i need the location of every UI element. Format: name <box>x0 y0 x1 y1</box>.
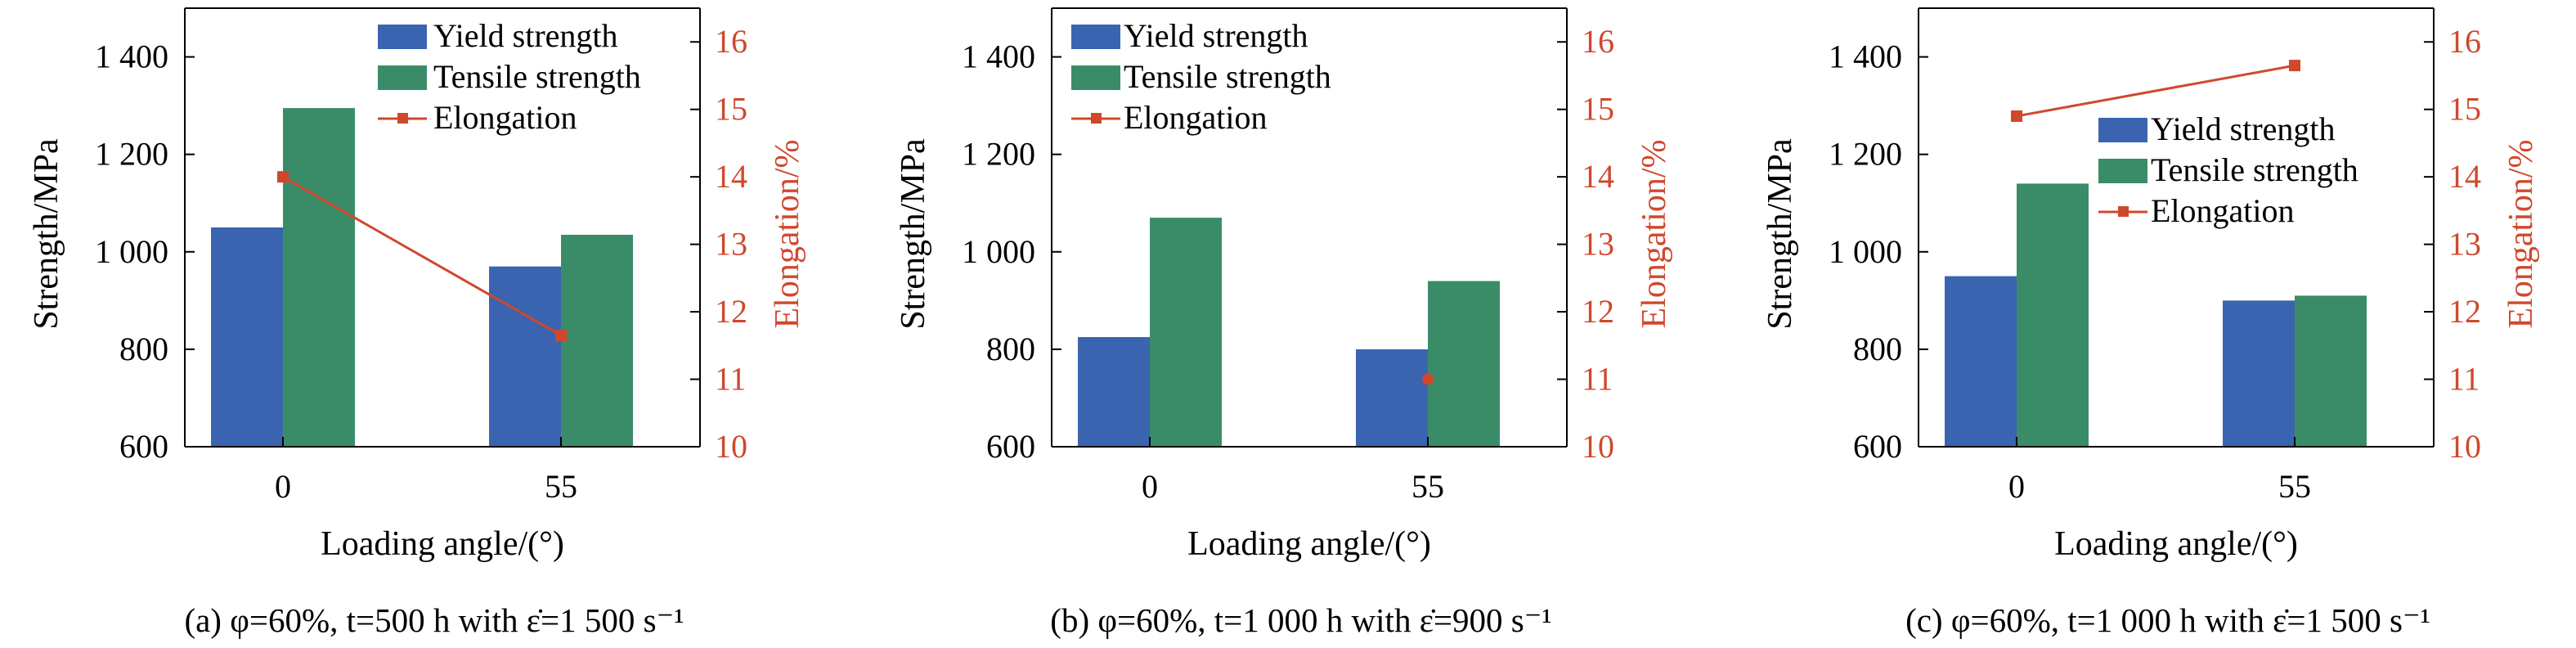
legend-swatch-yield <box>378 25 427 49</box>
y-axis-label: Strength/MPa <box>1761 138 1799 330</box>
y2-tick-label: 12 <box>1582 293 1614 330</box>
legend-label-elongation: Elongation <box>433 99 577 136</box>
panel-caption: (b) φ=60%, t=1 000 h with ε̇=900 s⁻¹ <box>1050 601 1551 639</box>
x-tick-label: 55 <box>2278 468 2311 505</box>
y-tick-label: 1 400 <box>95 38 168 75</box>
y2-tick-label: 13 <box>2448 226 2481 263</box>
elongation-point-0 <box>2011 110 2023 122</box>
elongation-point-55 <box>555 329 568 341</box>
bar-tensile-55 <box>561 234 634 447</box>
legend-label-tensile: Tensile strength <box>433 58 641 95</box>
x-axis-label: Loading angle/(°) <box>321 525 564 563</box>
y2-axis-label: Elongation/% <box>1636 140 1673 329</box>
y2-tick-label: 15 <box>715 91 747 128</box>
y2-tick-label: 15 <box>2448 91 2481 128</box>
y2-tick-label: 10 <box>2448 428 2481 465</box>
y-tick-label: 600 <box>1853 428 1902 465</box>
x-tick-label: 0 <box>1142 468 1158 505</box>
y-axis-label: Strength/MPa <box>28 138 65 330</box>
bar-tensile-55 <box>2295 295 2367 447</box>
legend-swatch-elongation-marker <box>397 113 408 124</box>
bar-tensile-55 <box>1428 281 1501 447</box>
y2-tick-label: 12 <box>715 293 747 330</box>
y-axis-label: Strength/MPa <box>895 138 932 330</box>
bar-yield-0 <box>211 227 284 447</box>
bar-tensile-0 <box>2017 183 2089 447</box>
legend: Yield strength Tensile strength Elongation <box>1071 17 1331 136</box>
legend-swatch-tensile <box>2098 159 2147 183</box>
x-axis-label: Loading angle/(°) <box>2054 525 2298 563</box>
y2-axis-label: Elongation/% <box>769 140 806 329</box>
legend-swatch-yield <box>1071 25 1120 49</box>
legend-label-elongation: Elongation <box>1124 99 1268 136</box>
legend-label-yield: Yield strength <box>1124 17 1308 54</box>
panel-caption: (c) φ=60%, t=1 000 h with ε̇=1 500 s⁻¹ <box>1905 601 2430 639</box>
y2-tick-label: 14 <box>1582 158 1614 195</box>
x-tick-label: 0 <box>2008 468 2025 505</box>
chart-panel-c: 600 800 1 000 1 200 1 400 10 11 12 13 14 15 16 0 55 Lo… <box>1761 7 2540 639</box>
legend: Yield strength Tensile strength Elongation <box>2098 110 2358 229</box>
x-tick-label: 55 <box>545 468 577 505</box>
y-tick-label: 1 200 <box>962 136 1035 173</box>
y-tick-label: 1 400 <box>962 38 1035 75</box>
bar-tensile-0 <box>1150 218 1223 447</box>
legend-swatch-elongation-marker <box>1091 113 1102 124</box>
y2-tick-label: 16 <box>715 23 747 60</box>
legend-label-yield: Yield strength <box>2151 110 2336 147</box>
legend-swatch-elongation-marker <box>2118 206 2129 217</box>
elongation-line <box>2016 64 2296 118</box>
bar-yield-55 <box>2223 300 2296 447</box>
legend-label-elongation: Elongation <box>2151 192 2295 229</box>
elongation-line <box>282 175 562 337</box>
chart-panel-a: 600 800 1 000 1 200 1 400 10 11 12 13 14 15 16 0 55 Lo… <box>28 7 806 639</box>
y-tick-label: 800 <box>986 331 1035 367</box>
y2-tick-label: 12 <box>2448 293 2481 330</box>
y-tick-label: 1 000 <box>962 233 1035 270</box>
elongation-point-55 <box>2289 60 2301 72</box>
y2-tick-label: 10 <box>1582 428 1614 465</box>
y2-tick-label: 11 <box>1582 361 1613 398</box>
x-axis-label: Loading angle/(°) <box>1187 525 1431 563</box>
y-tick-label: 800 <box>1853 331 1902 367</box>
y2-axis-label: Elongation/% <box>2502 140 2540 329</box>
y-tick-label: 600 <box>119 428 168 465</box>
y-tick-label: 1 200 <box>1829 136 1902 173</box>
x-tick-label: 0 <box>275 468 291 505</box>
legend-label-tensile: Tensile strength <box>1124 58 1331 95</box>
y2-tick-label: 10 <box>715 428 747 465</box>
y2-tick-label: 11 <box>715 361 747 398</box>
y-tick-label: 1 000 <box>95 233 168 270</box>
y2-tick-label: 14 <box>715 158 747 195</box>
y-tick-label: 600 <box>986 428 1035 465</box>
legend-label-yield: Yield strength <box>433 17 618 54</box>
y-tick-label: 1 000 <box>1829 233 1902 270</box>
y2-tick-label: 13 <box>1582 226 1614 263</box>
elongation-point-55 <box>1422 373 1434 385</box>
y2-tick-label: 16 <box>2448 23 2481 60</box>
legend: Yield strength Tensile strength Elongation <box>378 17 641 136</box>
bar-yield-0 <box>1945 276 2017 447</box>
legend-label-tensile: Tensile strength <box>2151 151 2358 188</box>
legend-swatch-yield <box>2098 118 2147 142</box>
y-tick-label: 800 <box>119 331 168 367</box>
bar-yield-55 <box>489 266 562 447</box>
y2-tick-label: 13 <box>715 226 747 263</box>
y2-tick-label: 15 <box>1582 91 1614 128</box>
legend-swatch-tensile <box>378 65 427 90</box>
chart-panel-b: 600 800 1 000 1 200 1 400 10 11 12 13 14 15 16 0 55 Lo… <box>895 7 1673 639</box>
elongation-point-0 <box>277 171 289 183</box>
panel-caption: (a) φ=60%, t=500 h with ε̇=1 500 s⁻¹ <box>184 601 684 639</box>
y2-tick-label: 11 <box>2448 361 2480 398</box>
bar-yield-55 <box>1356 349 1429 447</box>
bar-yield-0 <box>1078 337 1151 447</box>
x-tick-label: 55 <box>1411 468 1444 505</box>
y2-tick-label: 16 <box>1582 23 1614 60</box>
y-tick-label: 1 400 <box>1829 38 1902 75</box>
bar-tensile-0 <box>283 108 356 448</box>
y2-tick-label: 14 <box>2448 158 2481 195</box>
y-tick-label: 1 200 <box>95 136 168 173</box>
legend-swatch-tensile <box>1071 65 1120 90</box>
